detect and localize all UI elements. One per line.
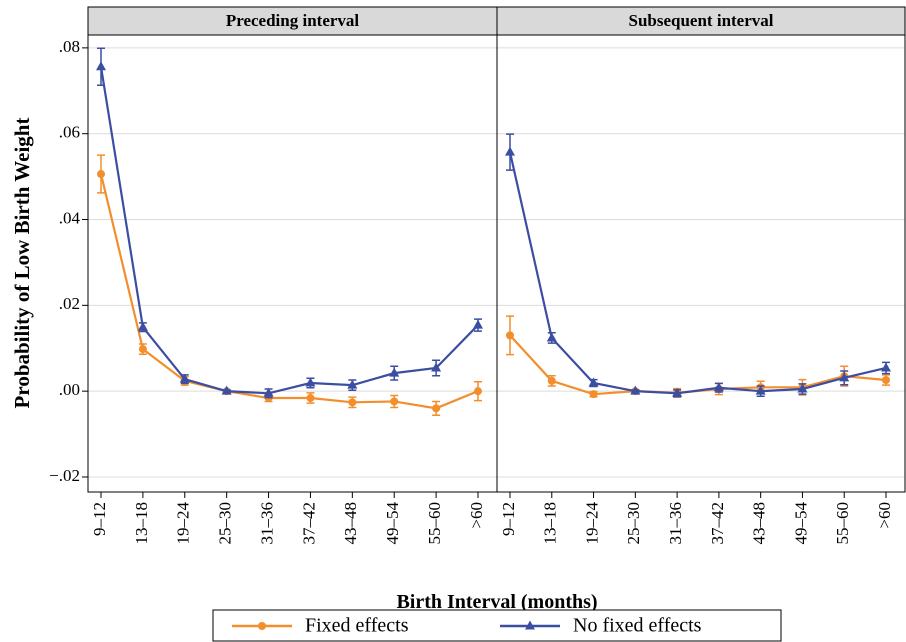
y-tick-label: −.02 bbox=[49, 466, 80, 485]
x-tick-label: 25–30 bbox=[216, 502, 235, 545]
marker bbox=[882, 376, 890, 385]
marker bbox=[839, 372, 850, 382]
x-tick-label: 19–24 bbox=[582, 502, 601, 545]
marker bbox=[263, 387, 274, 397]
marker bbox=[179, 373, 190, 383]
panel-header bbox=[496, 6, 906, 36]
y-axis-label: Probability of Low Birth Weight bbox=[10, 118, 34, 409]
marker bbox=[473, 319, 483, 329]
x-tick-label: 13–18 bbox=[132, 502, 151, 545]
marker bbox=[547, 376, 556, 385]
x-tick-label: 43–48 bbox=[341, 502, 360, 545]
x-tick-label: 25–30 bbox=[624, 502, 643, 545]
legend-label: Fixed effects bbox=[305, 615, 409, 637]
x-tick-label: 19–24 bbox=[174, 502, 193, 545]
x-tick-label: >60 bbox=[467, 502, 486, 529]
marker bbox=[390, 397, 399, 406]
marker bbox=[881, 362, 891, 372]
x-tick-label: 37–42 bbox=[708, 502, 727, 545]
marker bbox=[348, 398, 357, 407]
marker bbox=[672, 387, 683, 397]
y-tick-label: .02 bbox=[59, 294, 80, 313]
x-tick-label: 13–18 bbox=[541, 502, 560, 545]
legend-label: No fixed effects bbox=[573, 615, 702, 637]
x-tick-label: 37–42 bbox=[299, 502, 318, 545]
marker bbox=[505, 146, 515, 156]
series-line bbox=[99, 173, 479, 410]
marker bbox=[221, 385, 232, 395]
marker bbox=[137, 321, 148, 331]
series-line bbox=[508, 151, 887, 395]
panel-frame bbox=[496, 34, 906, 493]
y-tick-label: .08 bbox=[59, 37, 80, 56]
marker bbox=[347, 379, 358, 389]
marker bbox=[389, 367, 400, 377]
marker bbox=[713, 382, 724, 392]
x-axis-label: Birth Interval (months) bbox=[396, 591, 597, 613]
y-tick-label: .00 bbox=[59, 380, 80, 399]
x-tick-label: 55–60 bbox=[833, 502, 852, 545]
panel-title: Preceding interval bbox=[226, 11, 360, 30]
marker bbox=[506, 331, 514, 340]
series-line bbox=[99, 66, 479, 395]
marker bbox=[306, 394, 315, 403]
legend-marker bbox=[525, 620, 535, 630]
x-tick-label: 31–36 bbox=[666, 502, 685, 545]
panel-title: Subsequent interval bbox=[629, 11, 774, 30]
legend-marker bbox=[258, 622, 266, 630]
marker bbox=[432, 404, 441, 413]
x-tick-label: 55–60 bbox=[425, 502, 444, 545]
marker bbox=[138, 345, 147, 354]
x-tick-label: 49–54 bbox=[383, 502, 402, 545]
marker bbox=[96, 61, 106, 71]
marker bbox=[431, 362, 442, 372]
marker bbox=[474, 387, 482, 396]
y-tick-label: .04 bbox=[59, 208, 81, 227]
marker bbox=[797, 383, 808, 393]
x-tick-label: 43–48 bbox=[750, 502, 769, 545]
x-tick-label: 31–36 bbox=[257, 502, 276, 545]
marker bbox=[589, 390, 598, 399]
legend-box bbox=[212, 609, 782, 642]
x-tick-label: 9–12 bbox=[499, 502, 518, 536]
marker bbox=[305, 377, 316, 387]
x-tick-label: 49–54 bbox=[791, 502, 810, 545]
y-tick-label: .06 bbox=[59, 123, 80, 142]
marker bbox=[630, 385, 641, 395]
marker bbox=[588, 377, 599, 387]
marker bbox=[546, 332, 557, 342]
x-tick-label: 9–12 bbox=[90, 502, 109, 536]
marker bbox=[97, 170, 105, 179]
x-tick-label: >60 bbox=[875, 502, 894, 529]
marker bbox=[755, 385, 766, 395]
